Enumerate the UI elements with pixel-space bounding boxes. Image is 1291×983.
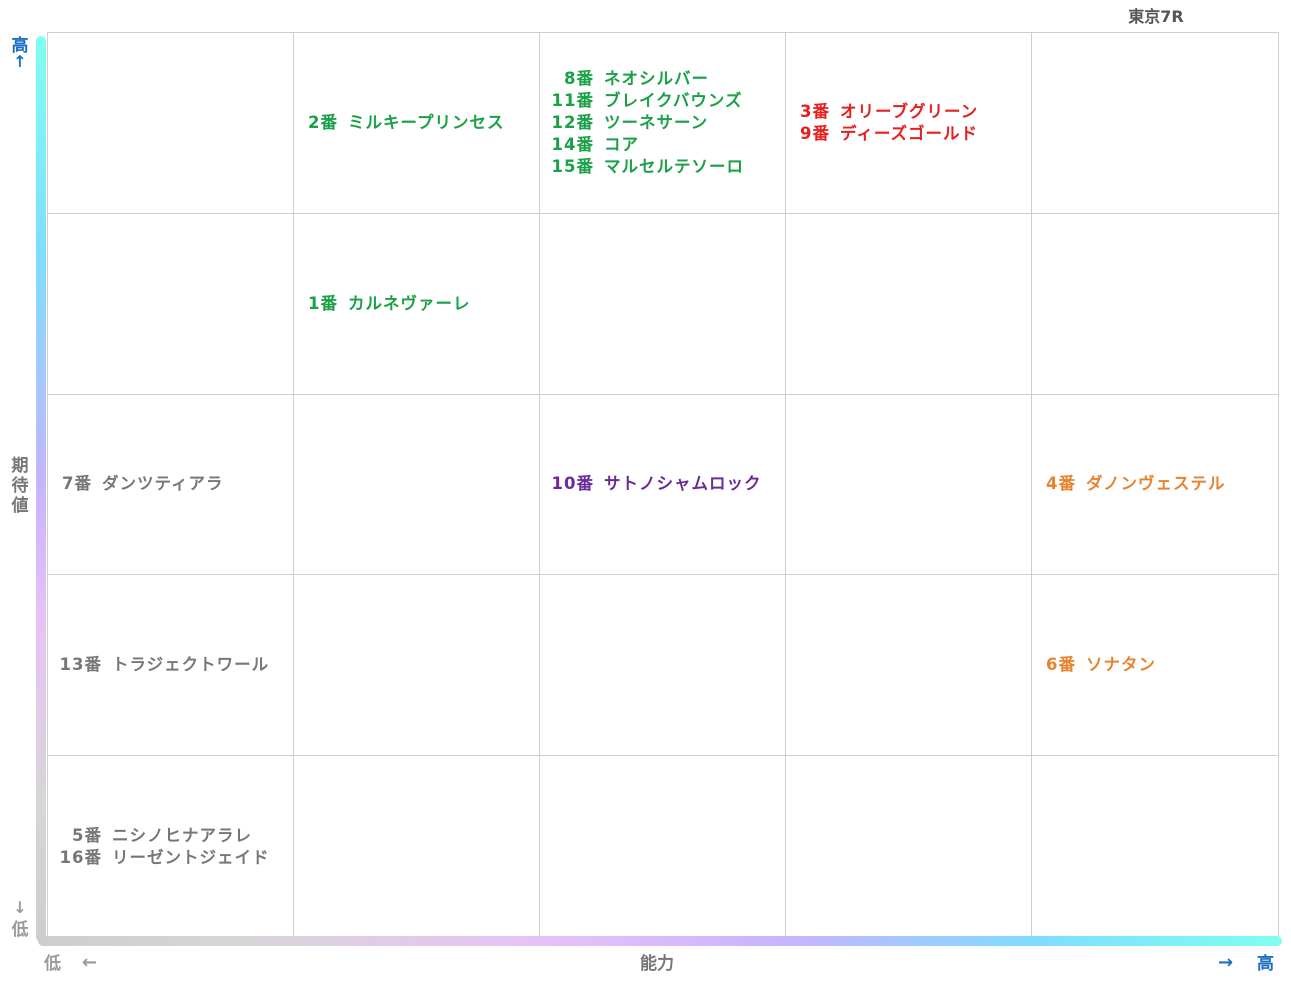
grid-cell-r1-c2: 2番 ミルキープリンセス — [294, 33, 540, 214]
grid-cell-r5-c4 — [786, 756, 1032, 937]
horse-name: ディーズゴールド — [840, 123, 979, 143]
horse-number: 5番 — [72, 825, 102, 845]
horse-name: トラジェクトワール — [112, 655, 270, 675]
horse-entry: 3番 オリーブグリーン — [792, 101, 1031, 123]
horse-entry: 4番 ダノンヴェステル — [1038, 473, 1278, 495]
horse-entry: 7番 ダンツティアラ — [54, 473, 293, 495]
horse-name: ツーネサーン — [604, 112, 709, 132]
expectation-ability-grid: 2番 ミルキープリンセス 8番 ネオシルバー 11番 ブレイクバウンズ 12番 ツーネサーン 1… — [47, 32, 1279, 938]
horse-entry: 16番 リーゼントジェイド — [54, 847, 293, 869]
horse-number: 14番 — [551, 134, 594, 154]
grid-cell-r5-c3 — [540, 756, 786, 937]
horse-entry: 9番 ディーズゴールド — [792, 123, 1031, 145]
horse-entry: 5番 ニシノヒナアラレ — [54, 825, 293, 847]
race-title: 東京7R — [1128, 7, 1184, 26]
grid-cell-r5-c2 — [294, 756, 540, 937]
right-arrow-icon: → — [1218, 952, 1234, 973]
x-axis-gradient-bar — [38, 936, 1282, 946]
horse-number: 10番 — [551, 474, 594, 494]
horse-entry: 8番 ネオシルバー — [546, 68, 785, 90]
grid-cell-r3-c5: 4番 ダノンヴェステル — [1032, 395, 1278, 576]
y-axis-low-label: 低 — [11, 920, 29, 940]
grid-cell-r4-c1: 13番 トラジェクトワール — [48, 575, 294, 757]
horse-name: ソナタン — [1086, 655, 1156, 675]
grid-cell-r3-c3: 10番 サトノシャムロック — [540, 394, 786, 576]
horse-number: 4番 — [1046, 474, 1076, 494]
horse-name: ダノンヴェステル — [1086, 474, 1226, 494]
down-arrow-icon: ↓ — [13, 898, 27, 917]
horse-entry: 15番 マルセルテソーロ — [546, 156, 785, 178]
grid-cell-r2-c2: 1番 カルネヴァーレ — [294, 213, 540, 395]
grid-cell-r1-c3: 8番 ネオシルバー 11番 ブレイクバウンズ 12番 ツーネサーン 14番 コア 15番 マルセル… — [540, 33, 786, 214]
horse-entry: 6番 ソナタン — [1038, 654, 1278, 676]
grid-cell-r2-c1 — [48, 213, 294, 395]
horse-number: 15番 — [551, 156, 594, 176]
horse-name: ミルキープリンセス — [348, 112, 505, 132]
grid-cell-r4-c5: 6番 ソナタン — [1032, 575, 1278, 757]
horse-entry: 2番 ミルキープリンセス — [300, 112, 539, 134]
grid-cell-r2-c3 — [540, 213, 786, 395]
horse-name: カルネヴァーレ — [348, 293, 471, 313]
horse-entry: 1番 カルネヴァーレ — [300, 293, 539, 315]
horse-number: 7番 — [62, 474, 92, 494]
grid-cell-r4-c3 — [540, 575, 786, 757]
x-axis-low-label: 低 — [44, 954, 61, 974]
grid-cell-r2-c4 — [786, 213, 1032, 395]
horse-number: 8番 — [564, 68, 594, 88]
grid-cell-r3-c4 — [786, 394, 1032, 576]
y-axis-gradient-bar — [36, 36, 46, 942]
grid-cell-r4-c2 — [294, 575, 540, 757]
horse-entry: 12番 ツーネサーン — [546, 112, 785, 134]
horse-entry: 13番 トラジェクトワール — [54, 654, 293, 676]
horse-name: ネオシルバー — [604, 68, 709, 88]
grid-cell-r5-c5 — [1032, 756, 1278, 937]
horse-number: 3番 — [800, 101, 830, 121]
grid-cell-r4-c4 — [786, 575, 1032, 757]
grid-cell-r1-c4: 3番 オリーブグリーン 9番 ディーズゴールド — [786, 33, 1032, 214]
y-axis-title: 期待値 — [11, 456, 29, 516]
horse-name: ダンツティアラ — [102, 474, 224, 494]
horse-number: 12番 — [551, 112, 594, 132]
horse-name: コア — [604, 134, 639, 154]
horse-number: 16番 — [59, 847, 102, 867]
horse-number: 9番 — [800, 123, 830, 143]
horse-entry: 10番 サトノシャムロック — [546, 473, 785, 495]
x-axis-high-label: 高 — [1257, 954, 1274, 974]
horse-entry: 11番 ブレイクバウンズ — [546, 90, 785, 112]
horse-name: サトノシャムロック — [604, 474, 762, 494]
grid-cell-r3-c1: 7番 ダンツティアラ — [48, 394, 294, 576]
x-axis-title: 能力 — [640, 954, 674, 974]
grid-cell-r1-c5 — [1032, 33, 1278, 214]
horse-name: マルセルテソーロ — [604, 156, 744, 176]
grid-cell-r1-c1 — [48, 33, 294, 214]
grid-cell-r2-c5 — [1032, 214, 1278, 395]
horse-number: 11番 — [551, 90, 594, 110]
horse-name: オリーブグリーン — [840, 101, 979, 121]
horse-number: 2番 — [308, 112, 338, 132]
horse-name: リーゼントジェイド — [112, 847, 270, 867]
left-arrow-icon: ← — [82, 952, 98, 973]
grid-cell-r3-c2 — [294, 394, 540, 576]
horse-name: ニシノヒナアラレ — [112, 825, 252, 845]
y-axis-high-label: 高 — [11, 36, 29, 56]
horse-number: 1番 — [308, 293, 338, 313]
horse-entry: 14番 コア — [546, 134, 785, 156]
up-arrow-icon: ↑ — [13, 52, 27, 71]
horse-number: 13番 — [59, 655, 102, 675]
grid-cell-r5-c1: 5番 ニシノヒナアラレ 16番 リーゼントジェイド — [48, 756, 294, 937]
horse-name: ブレイクバウンズ — [604, 90, 743, 110]
horse-number: 6番 — [1046, 655, 1076, 675]
